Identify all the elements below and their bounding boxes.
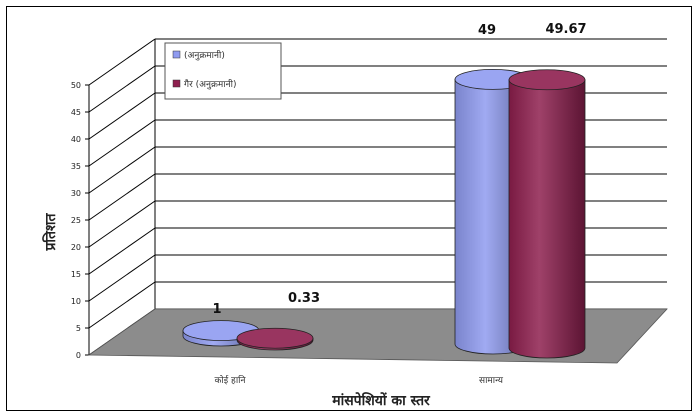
- category-labels: कोई हानि सामान्य: [215, 374, 504, 386]
- bar-body-series-2: [508, 79, 586, 359]
- legend: (अनुक्रमानी) गैर (अनुक्रमानी): [164, 42, 282, 100]
- gridline-diagonal: [88, 173, 156, 221]
- x-axis-title: मांसपेशियों का स्तर: [331, 392, 431, 409]
- chart-svg: 0 5 10 15 20 25 30 35 40 45 50 1 0.33 49 49.67 कोई हा…: [42, 22, 668, 409]
- legend-box: [164, 42, 282, 100]
- y-tick-label: 25: [71, 216, 81, 225]
- gridline-diagonal: [88, 38, 156, 86]
- y-tick-label: 0: [76, 351, 81, 360]
- legend-swatch-series-1: [172, 50, 181, 59]
- y-tick-label: 50: [71, 81, 81, 90]
- y-tick-label: 35: [71, 162, 81, 171]
- legend-label-series-2: गैर (अनुक्रमानी): [184, 78, 236, 90]
- y-tick-label: 20: [71, 243, 81, 252]
- bar-top-series-2: [236, 327, 314, 349]
- y-tick-label: 30: [71, 189, 81, 198]
- gridline-diagonal: [88, 254, 156, 302]
- bar-top-series-2: [508, 69, 586, 91]
- data-label: 1: [212, 302, 221, 317]
- gridline-diagonal: [88, 227, 156, 275]
- category-label: कोई हानि: [215, 374, 247, 386]
- bars: [182, 69, 586, 359]
- data-label: 49.67: [545, 22, 586, 37]
- category-label: सामान्य: [479, 376, 504, 386]
- gridline-diagonal: [88, 65, 156, 113]
- y-tick-label: 15: [71, 270, 81, 279]
- gridline-diagonal: [88, 92, 156, 140]
- y-tick-label: 5: [76, 324, 81, 333]
- gridline-diagonal: [88, 200, 156, 248]
- gridline-diagonal: [88, 281, 156, 329]
- data-label: 49: [478, 23, 496, 38]
- y-tick-label: 40: [71, 135, 81, 144]
- data-label: 0.33: [288, 291, 320, 306]
- y-tick-label: 45: [71, 108, 81, 117]
- gridline-diagonal: [88, 119, 156, 167]
- y-tick-label: 10: [71, 297, 81, 306]
- chart-frame: 0 5 10 15 20 25 30 35 40 45 50 1 0.33 49 49.67 कोई हा…: [6, 6, 692, 411]
- legend-label-series-1: (अनुक्रमानी): [184, 49, 225, 61]
- data-labels: 1 0.33 49 49.67: [212, 22, 586, 317]
- y-ticks: 0 5 10 15 20 25 30 35 40 45 50: [71, 81, 89, 360]
- gridline-diagonal: [88, 146, 156, 194]
- y-axis-title: प्रतिशत: [42, 212, 59, 251]
- legend-swatch-series-2: [172, 79, 181, 88]
